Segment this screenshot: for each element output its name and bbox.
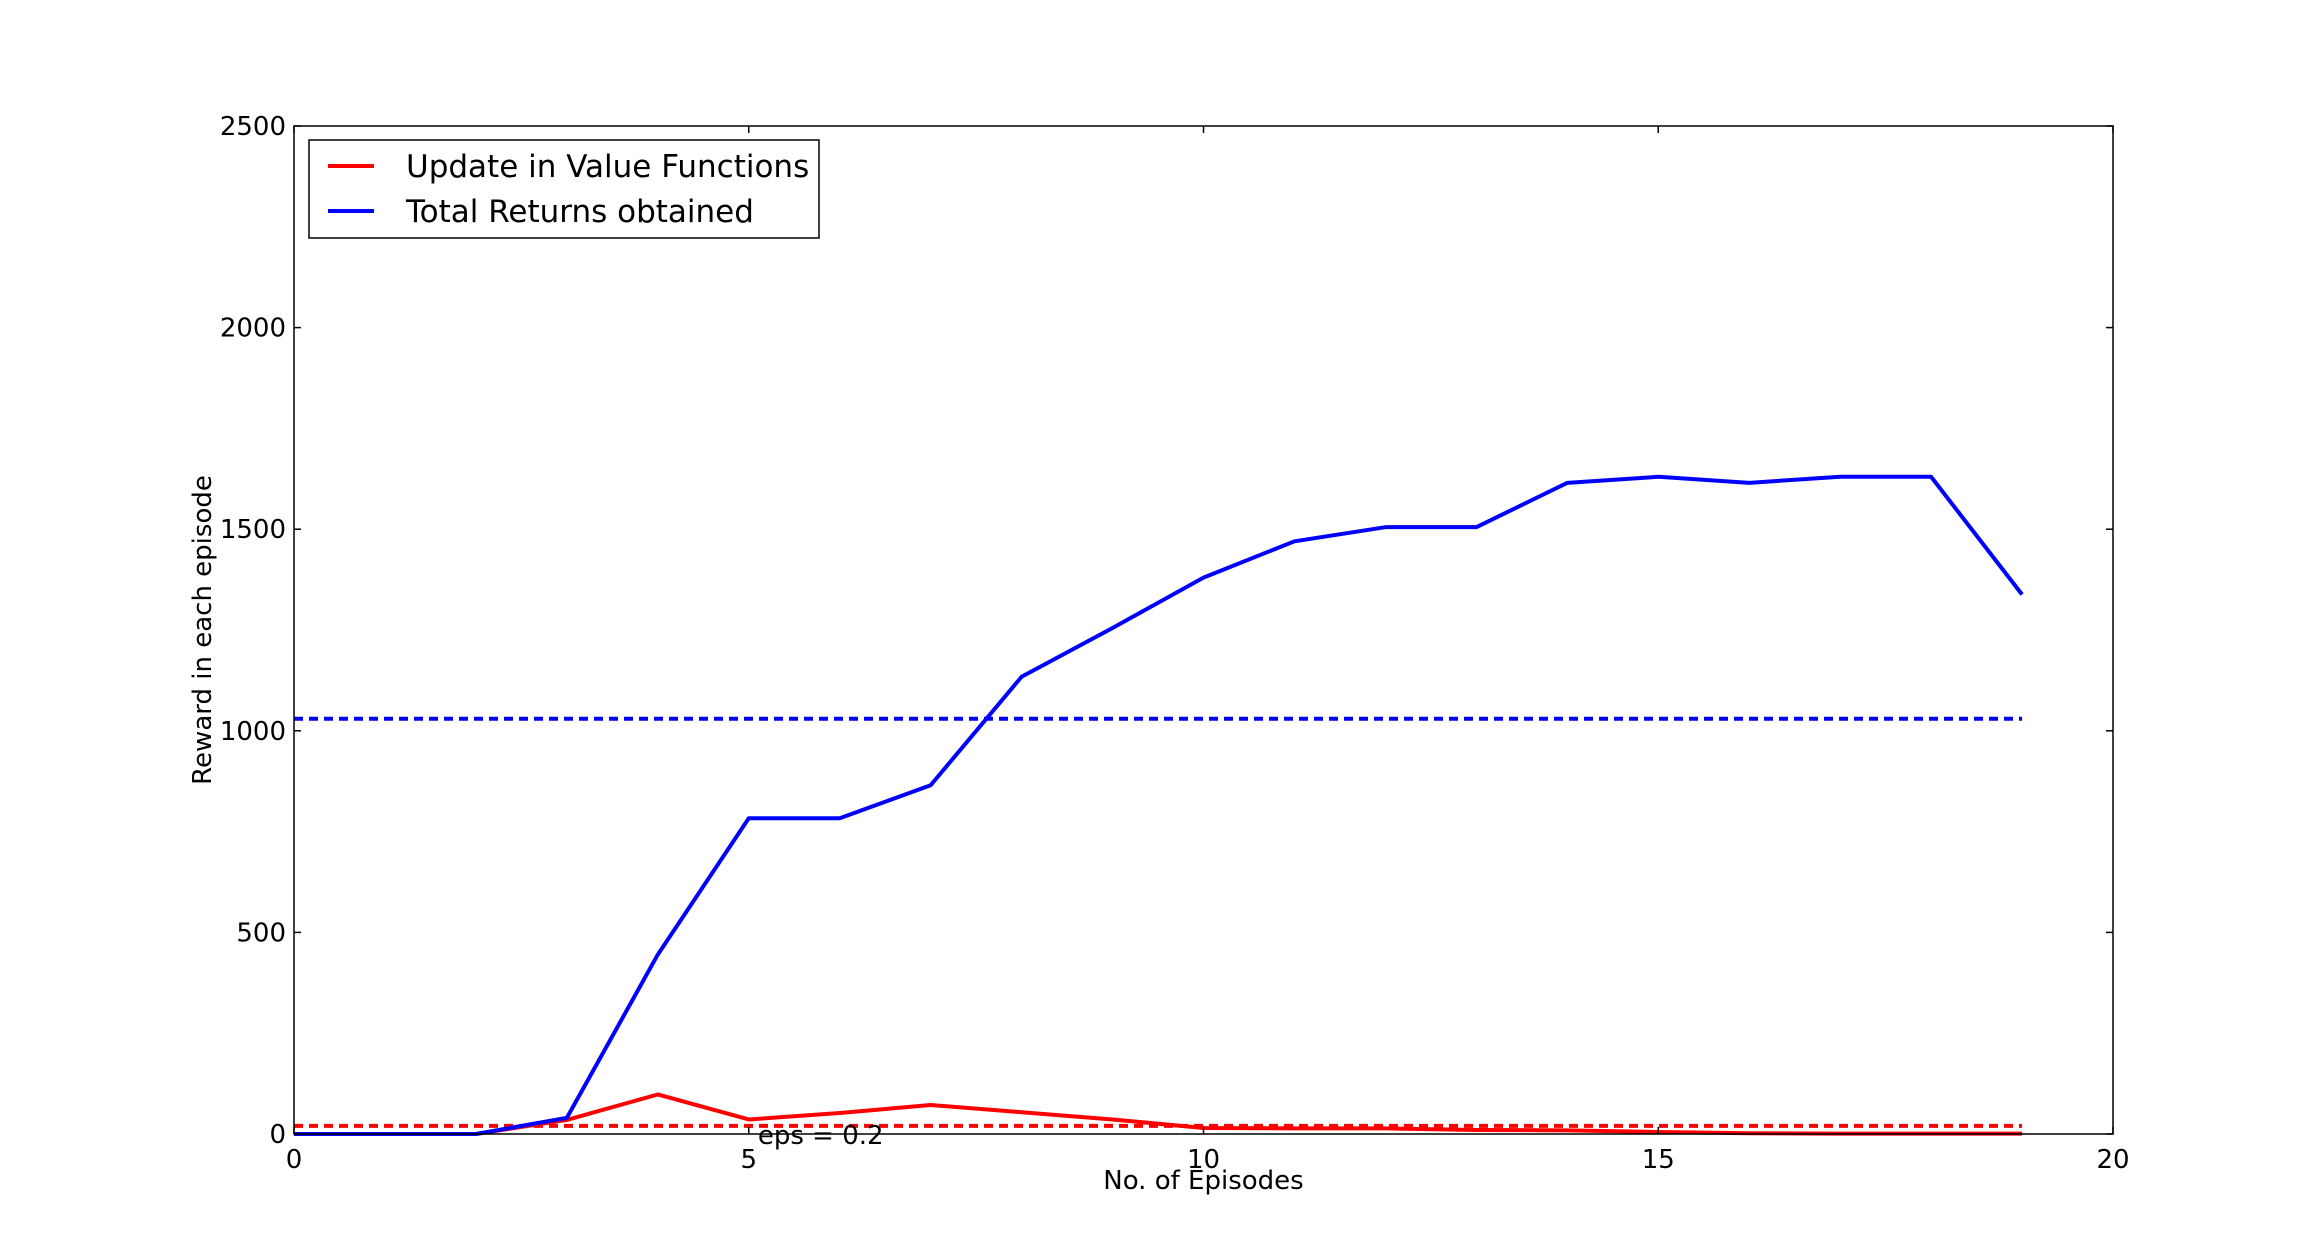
- axis-ticks: 0 5 10 15 20 0 500 1000 1500 2000 2500: [220, 112, 2130, 1175]
- y-tick-label: 1000: [220, 717, 286, 747]
- y-tick-label: 2000: [220, 314, 286, 344]
- legend: Update in Value Functions Total Returns o…: [308, 139, 820, 239]
- x-axis-title: No. of Episodes: [1103, 1166, 1303, 1196]
- annotation-text-0: eps = 0.2: [758, 1121, 884, 1151]
- y-tick-label: 0: [269, 1120, 286, 1150]
- x-tick-label: 15: [1642, 1145, 1675, 1175]
- series-line-0: [294, 1092, 2023, 1136]
- legend-label-0: Update in Value Functions: [406, 149, 809, 185]
- y-tick-label: 2500: [220, 112, 286, 142]
- reference-lines: [294, 716, 2023, 1128]
- plot-area: [294, 126, 2113, 1134]
- x-tick-label: 0: [286, 1145, 303, 1175]
- y-axis-title: Reward in each episode: [188, 475, 218, 785]
- x-tick-label: 20: [2096, 1145, 2129, 1175]
- annotations: eps = 0.2: [758, 1121, 884, 1151]
- x-tick-label: 10: [1187, 1145, 1220, 1175]
- legend-box: [308, 139, 820, 239]
- series-line-1: [294, 474, 2024, 1136]
- y-tick-label: 1500: [220, 515, 286, 545]
- x-tick-label: 5: [740, 1145, 757, 1175]
- series-lines: [294, 474, 2024, 1136]
- legend-label-1: Total Returns obtained: [405, 194, 754, 230]
- y-tick-label: 500: [236, 918, 286, 948]
